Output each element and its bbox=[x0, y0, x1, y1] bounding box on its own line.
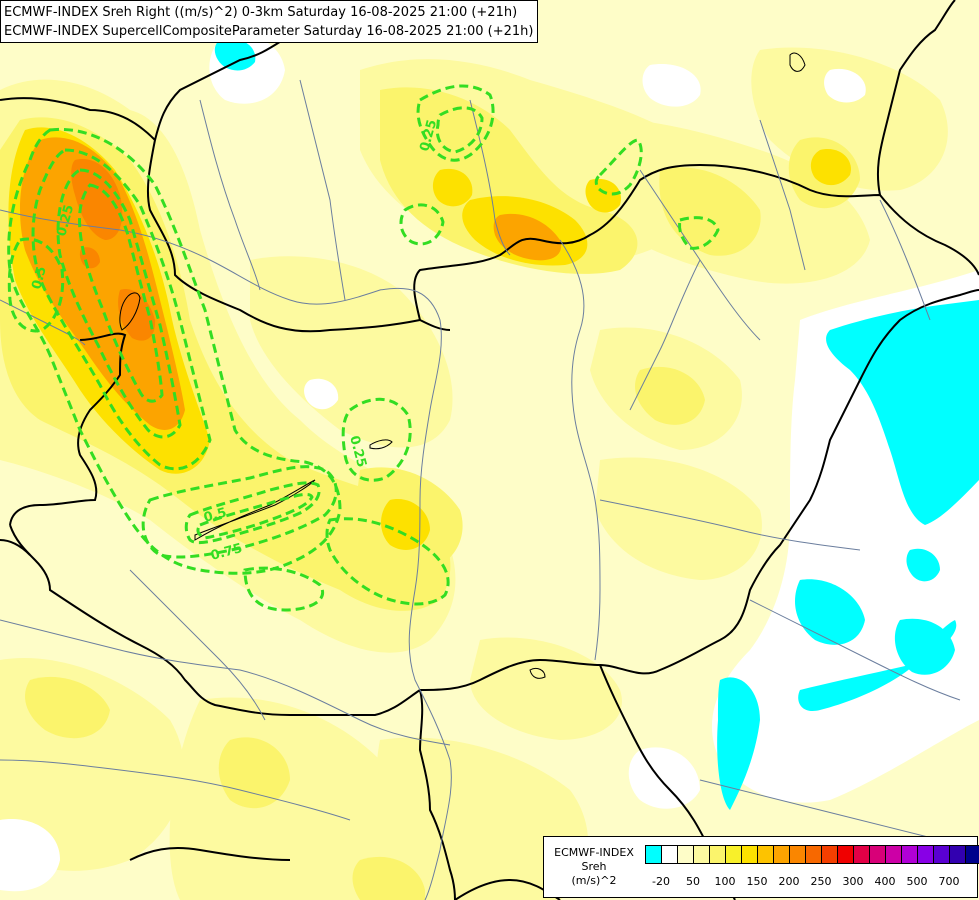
legend-label: 300 bbox=[842, 875, 864, 888]
sreh-200-250-fill bbox=[20, 137, 562, 431]
legend-swatch bbox=[837, 845, 854, 864]
legend-title-line-1: ECMWF-INDEX bbox=[554, 846, 634, 859]
rivers bbox=[0, 79, 961, 900]
legend-swatch bbox=[741, 845, 758, 864]
legend-swatch bbox=[757, 845, 774, 864]
map-title: ECMWF-INDEX Sreh Right ((m/s)^2) 0-3km S… bbox=[0, 0, 539, 43]
legend-label: -20 bbox=[652, 875, 670, 888]
scp-contours bbox=[7, 84, 720, 612]
legend-swatch bbox=[661, 845, 678, 864]
color-legend: ECMWF-INDEX Sreh (m/s)^2 -20 50 100 150 200 2… bbox=[543, 836, 979, 898]
sreh-below-minus20-fill bbox=[214, 38, 979, 810]
legend-label: 500 bbox=[906, 875, 928, 888]
legend-swatch bbox=[933, 845, 950, 864]
title-line-1: ECMWF-INDEX Sreh Right ((m/s)^2) 0-3km S… bbox=[4, 5, 518, 20]
legend-swatch bbox=[693, 845, 710, 864]
legend-swatch bbox=[965, 845, 979, 864]
contour-label: 0.5 bbox=[202, 505, 228, 525]
legend-swatch bbox=[821, 845, 838, 864]
legend-swatch bbox=[869, 845, 886, 864]
legend-label: 400 bbox=[874, 875, 896, 888]
legend-swatch bbox=[853, 845, 870, 864]
legend-swatch bbox=[805, 845, 822, 864]
lakes bbox=[119, 52, 806, 679]
legend-title-line-2: Sreh bbox=[581, 860, 607, 873]
legend-label: 50 bbox=[686, 875, 700, 888]
legend-label: 700 bbox=[938, 875, 960, 888]
legend-swatch bbox=[949, 845, 966, 864]
legend-swatch bbox=[885, 845, 902, 864]
legend-swatch bbox=[709, 845, 726, 864]
legend-label: 150 bbox=[746, 875, 768, 888]
legend-title: ECMWF-INDEX Sreh (m/s)^2 bbox=[548, 846, 640, 888]
title-line-2: ECMWF-INDEX SupercellCompositeParameter … bbox=[4, 24, 534, 39]
contour-label: 0.5 bbox=[29, 265, 49, 291]
legend-label: 250 bbox=[810, 875, 832, 888]
legend-swatch bbox=[725, 845, 742, 864]
legend-swatch bbox=[773, 845, 790, 864]
legend-swatch bbox=[901, 845, 918, 864]
legend-swatch bbox=[789, 845, 806, 864]
legend-label: 200 bbox=[778, 875, 800, 888]
legend-title-line-3: (m/s)^2 bbox=[571, 874, 617, 887]
legend-label: 100 bbox=[714, 875, 736, 888]
legend-swatch bbox=[677, 845, 694, 864]
legend-swatch bbox=[917, 845, 934, 864]
legend-swatch bbox=[645, 845, 662, 864]
